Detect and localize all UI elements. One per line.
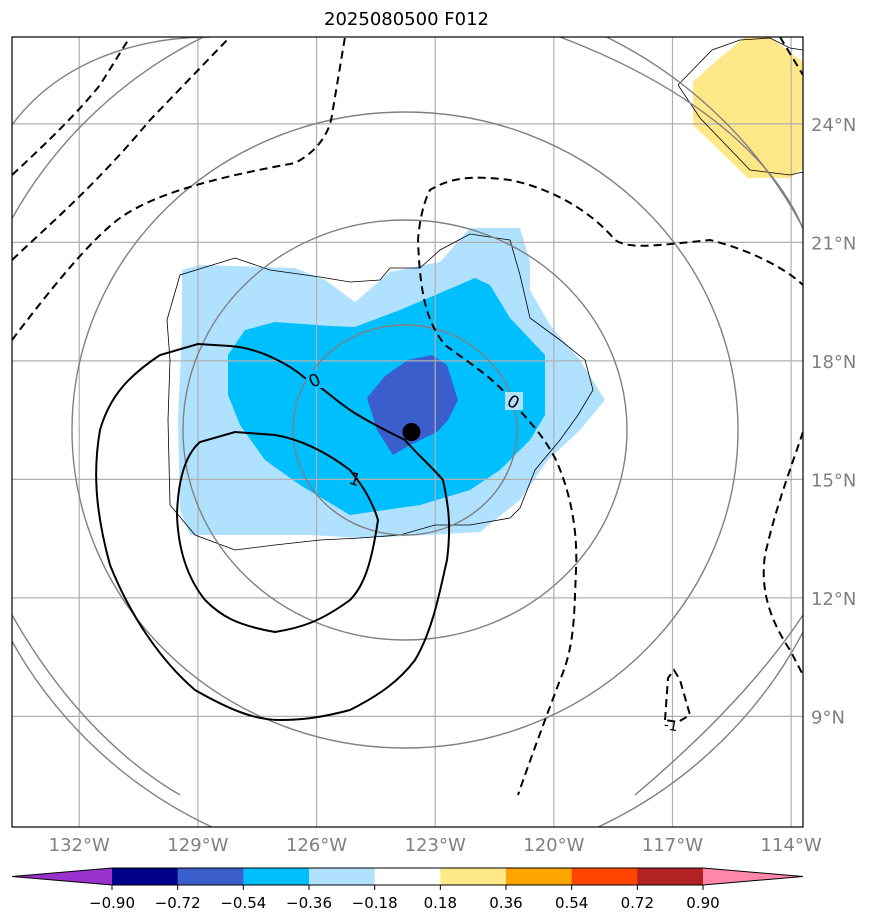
colorbar-extend-high — [703, 868, 803, 885]
colorbar-segment — [440, 868, 507, 885]
colorbar-tick-label: −0.72 — [155, 894, 201, 912]
colorbar-segment — [177, 868, 244, 885]
x-tick-label: 126°W — [286, 835, 347, 856]
y-tick-label: 12°N — [811, 589, 856, 610]
colorbar: −0.90 −0.72 −0.54 −0.36 −0.18 0.18 0.36 0.54 0.7… — [11, 867, 804, 912]
colorbar-tick-label: −0.18 — [352, 894, 398, 912]
colorbar-tick-label: 0.18 — [424, 894, 457, 912]
x-tick-labels: 132°W 129°W 126°W 123°W 120°W 117°W 114°W — [49, 835, 822, 856]
colorbar-tick-label: 0.90 — [686, 894, 719, 912]
x-tick-label: 117°W — [642, 835, 703, 856]
gray-contours — [12, 37, 803, 827]
colorbar-segment — [571, 868, 638, 885]
y-tick-label: 9°N — [811, 707, 845, 728]
colorbar-segment — [374, 868, 441, 885]
x-tick-label: 123°W — [405, 835, 466, 856]
y-tick-label: 24°N — [811, 115, 856, 136]
x-tick-label: 120°W — [523, 835, 584, 856]
colorbar-tick-label: −0.54 — [220, 894, 266, 912]
y-tick-label: 21°N — [811, 233, 856, 254]
x-tick-label: 129°W — [167, 835, 228, 856]
colorbar-segment — [309, 868, 376, 885]
x-tick-label: 132°W — [49, 835, 110, 856]
colorbar-tick-label: 0.72 — [621, 894, 654, 912]
shade-outline-yellow — [677, 37, 803, 176]
shade-yellow — [693, 37, 803, 178]
y-tick-labels: 9°N 12°N 15°N 18°N 21°N 24°N — [811, 115, 856, 729]
colorbar-segment — [112, 868, 179, 885]
map-frame — [11, 36, 804, 828]
colorbar-extend-low — [12, 868, 112, 885]
chart-title: 2025080500 F012 — [324, 9, 489, 30]
contour-zero-solid — [95, 342, 451, 722]
y-tick-label: 15°N — [811, 470, 856, 491]
y-tick-label: 18°N — [811, 352, 856, 373]
contour-negative-dashed — [12, 37, 803, 796]
colorbar-tick-label: −0.36 — [286, 894, 332, 912]
colorbar-segment — [637, 868, 704, 885]
colorbar-tick-label: 0.36 — [489, 894, 522, 912]
storm-center-marker — [402, 423, 421, 441]
contour-one-solid — [175, 430, 380, 634]
contour-label: -1 — [663, 717, 680, 735]
shade-outline — [166, 233, 594, 551]
grid-lines — [12, 37, 803, 827]
colorbar-tick-label: −0.90 — [89, 894, 135, 912]
x-tick-label: 114°W — [761, 835, 822, 856]
colorbar-segment — [243, 868, 310, 885]
colorbar-segment — [506, 868, 573, 885]
colorbar-tick-label: 0.54 — [555, 894, 588, 912]
